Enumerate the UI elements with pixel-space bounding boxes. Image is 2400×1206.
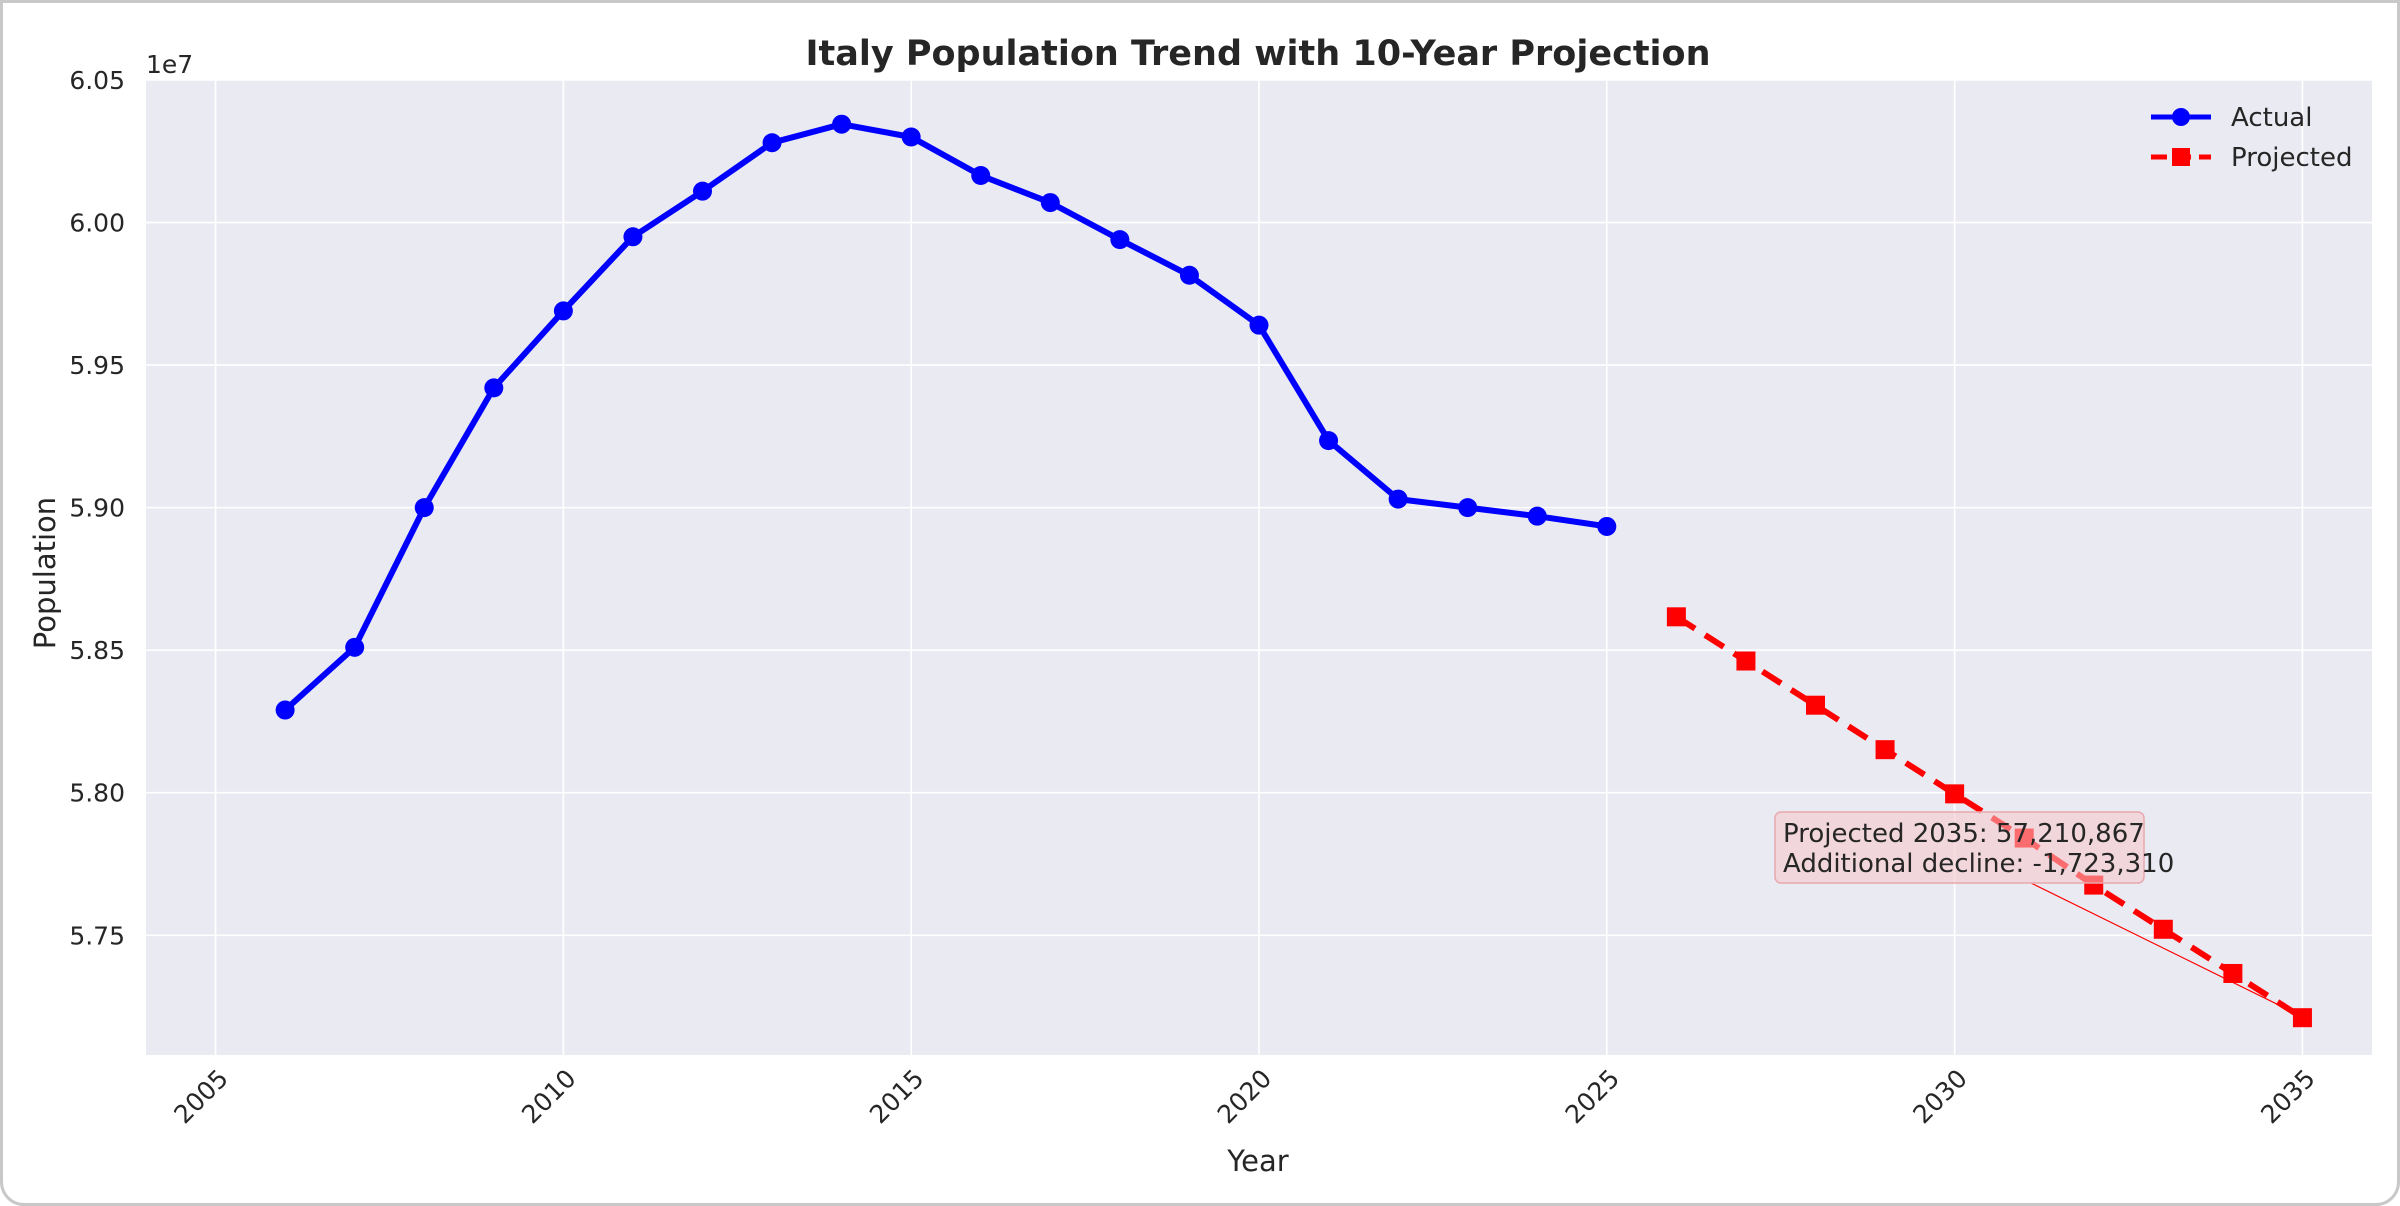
series: [275, 114, 2312, 1028]
y-tick-label-4: 5.95: [69, 351, 125, 380]
series-0-point-9: [901, 127, 921, 147]
chart-title: Italy Population Trend with 10-Year Proj…: [805, 34, 1710, 74]
series-0-point-13: [1179, 265, 1199, 285]
x-axis-label: Year: [1226, 1144, 1288, 1178]
y-offset-label: 1e7: [146, 50, 193, 79]
series-0-point-10: [971, 166, 991, 186]
annotation-arrow: [2030, 882, 2295, 1014]
series-0-point-8: [832, 114, 852, 134]
series-1-line: [1674, 614, 2305, 1021]
annotation-line-decline: Additional decline: -1,723,310: [1783, 849, 2174, 879]
x-tick-label-0: 2005: [168, 1064, 233, 1129]
series-0-point-6: [693, 181, 712, 201]
series-1-point-3: [1875, 740, 1895, 760]
series-0-point-18: [1527, 506, 1547, 526]
x-tick-label-1: 2010: [516, 1064, 581, 1129]
series-1-point-8: [2223, 963, 2243, 983]
series-0-point-0: [275, 700, 295, 720]
x-axis-ticks: 2005 2010 2015 2020 2025 2030 2035: [168, 1064, 2320, 1129]
series-0-point-3: [484, 378, 504, 398]
series-0-point-7: [762, 133, 782, 153]
series-1-point-2: [1806, 695, 1825, 715]
x-tick-label-4: 2025: [1560, 1064, 1625, 1129]
y-tick-label-1: 5.80: [69, 779, 125, 808]
series-0-point-14: [1249, 315, 1269, 335]
series-0-point-12: [1110, 230, 1130, 250]
series-0-point-19: [1597, 516, 1617, 536]
series-1-point-1: [1736, 651, 1756, 671]
grid: [146, 79, 2372, 1055]
legend: Actual Projected: [2151, 103, 2352, 173]
y-tick-label-3: 5.90: [69, 494, 125, 523]
annotation-line-projected: Projected 2035: 57,210,867: [1783, 819, 2145, 849]
series-0-point-2: [414, 498, 434, 518]
annotation-box: [1774, 811, 2145, 884]
y-tick-label-0: 5.75: [69, 921, 125, 950]
series-1-point-4: [1945, 784, 1965, 804]
series-0-point-17: [1458, 498, 1478, 518]
series-0-point-15: [1319, 431, 1339, 451]
series-1-point-7: [2153, 919, 2173, 939]
y-tick-label-2: 5.85: [69, 636, 125, 665]
legend-projected-marker: [2172, 148, 2190, 166]
series-0-line: [282, 121, 1610, 713]
series-1-point-0: [1666, 607, 1686, 627]
series-1-point-9: [2292, 1008, 2312, 1028]
series-0-point-16: [1388, 489, 1408, 509]
series-0-point-11: [1040, 193, 1060, 213]
y-axis-label: Population: [28, 497, 62, 649]
series-0-point-4: [553, 301, 573, 321]
series-0-point-5: [623, 227, 643, 247]
x-tick-label-5: 2030: [1907, 1064, 1972, 1129]
y-axis-ticks: 5.75 5.80 5.85 5.90 5.95 6.00 6.05: [69, 66, 125, 950]
x-tick-label-6: 2035: [2255, 1064, 2320, 1129]
x-tick-label-3: 2020: [1212, 1064, 1277, 1129]
projection-annotation: Projected 2035: 57,210,867 Additional de…: [1774, 811, 2295, 1014]
legend-actual-marker: [2172, 108, 2190, 126]
y-tick-label-5: 6.00: [69, 209, 125, 238]
y-tick-label-6: 6.05: [69, 66, 125, 95]
legend-projected-label: Projected: [2231, 143, 2352, 173]
series-0-point-1: [345, 637, 365, 657]
legend-actual-label: Actual: [2231, 103, 2312, 133]
x-tick-label-2: 2015: [864, 1064, 929, 1129]
population-chart: Italy Population Trend with 10-Year Proj…: [28, 34, 2372, 1178]
